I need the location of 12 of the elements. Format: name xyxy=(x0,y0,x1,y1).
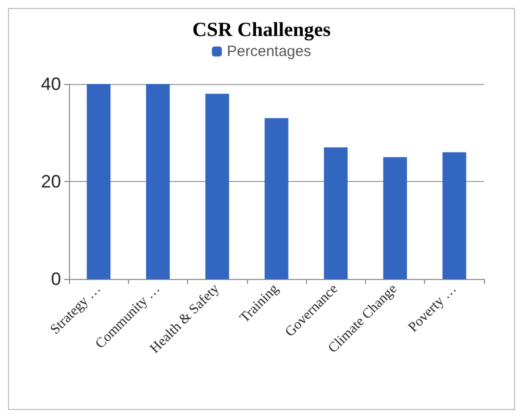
y-tick-label: 0 xyxy=(50,269,61,289)
y-tick-label: 20 xyxy=(40,172,61,192)
bar xyxy=(264,118,288,279)
y-tick-label: 40 xyxy=(40,74,61,94)
bar xyxy=(442,152,466,279)
bar xyxy=(86,84,110,279)
bar xyxy=(146,84,170,279)
chart-title: CSR Challenges xyxy=(192,19,331,41)
bar xyxy=(205,94,230,279)
bar xyxy=(324,147,348,279)
bar xyxy=(383,157,407,279)
legend-label: Percentages xyxy=(226,43,312,60)
